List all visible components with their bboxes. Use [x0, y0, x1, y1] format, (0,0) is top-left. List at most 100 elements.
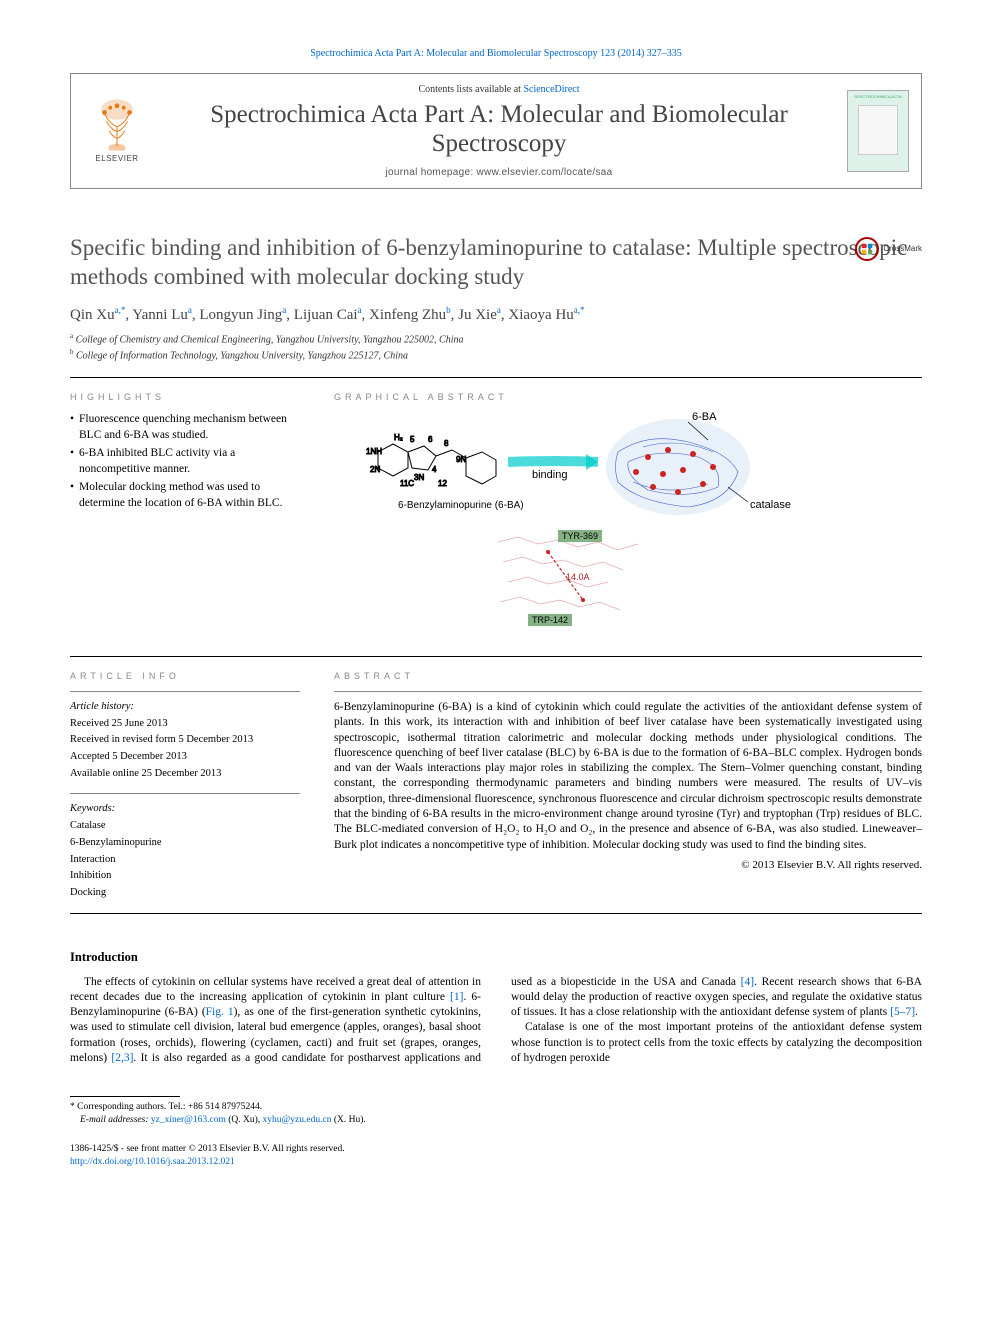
ga-ba-label: 6-BA [692, 412, 717, 423]
author-1: Qin Xu [70, 307, 115, 323]
footnotes: * Corresponding authors. Tel.: +86 514 8… [70, 1096, 922, 1127]
abstract-section: ABSTRACT 6-Benzylaminopurine (6-BA) is a… [334, 671, 922, 903]
author-4: Lijuan Cai [294, 307, 358, 323]
affiliation-b: College of Information Technology, Yangz… [76, 350, 408, 361]
keyword: Interaction [70, 853, 300, 868]
svg-text:4: 4 [432, 465, 437, 474]
sep: , [451, 307, 459, 323]
svg-text:3N: 3N [414, 473, 424, 482]
citation-link[interactable]: [2,3] [111, 1052, 133, 1064]
author-7-corr: * [580, 305, 585, 315]
elsevier-tree-icon [93, 98, 141, 152]
article-info-section: ARTICLE INFO Article history: Received 2… [70, 671, 300, 903]
highlight-item: 6-BA inhibited BLC activity via a noncom… [70, 446, 300, 477]
journal-masthead: ELSEVIER Contents lists available at Sci… [70, 73, 922, 189]
homepage-prefix: journal homepage: [386, 167, 477, 178]
author-list: Qin Xua,*, Yanni Lua, Longyun Jinga, Lij… [70, 305, 922, 324]
affiliations: a College of Chemistry and Chemical Engi… [70, 332, 922, 363]
highlights-heading: HIGHLIGHTS [70, 392, 300, 402]
highlights-section: HIGHLIGHTS Fluorescence quenching mechan… [70, 392, 300, 642]
contents-prefix: Contents lists available at [418, 84, 523, 95]
revised-date: Received in revised form 5 December 2013 [70, 733, 300, 748]
docking-detail-icon: TYR-369 14.0A TRP-142 [498, 530, 638, 626]
body-text-span: The effects of cytokinin on cellular sys… [70, 976, 481, 1003]
keyword: Catalase [70, 819, 300, 834]
article-info-heading: ARTICLE INFO [70, 671, 300, 681]
ga-dist-label: 14.0A [566, 572, 590, 582]
svg-text:9N: 9N [456, 455, 466, 464]
catalase-structure-icon [606, 419, 750, 515]
svg-text:1NH: 1NH [366, 447, 382, 456]
sep: , [362, 307, 370, 323]
email-who: (X. Hu). [331, 1115, 365, 1125]
ga-tyr-label: TYR-369 [562, 531, 598, 541]
issn-line: 1386-1425/$ - see front matter © 2013 El… [70, 1143, 922, 1156]
keywords-heading: Keywords: [70, 802, 300, 817]
author-2: Yanni Lu [132, 307, 188, 323]
graphical-abstract-section: GRAPHICAL ABSTRACT 1NH 2N H₂ 5 6 [334, 392, 922, 642]
crossmark-label: CrossMark [883, 244, 922, 253]
highlight-item: Molecular docking method was used to det… [70, 480, 300, 511]
page-footer: 1386-1425/$ - see front matter © 2013 El… [70, 1143, 922, 1169]
citation-link[interactable]: [1] [450, 991, 463, 1003]
svg-text:6: 6 [428, 435, 433, 444]
graphical-abstract-heading: GRAPHICAL ABSTRACT [334, 392, 922, 402]
svg-text:11C: 11C [400, 479, 414, 488]
ga-trp-label: TRP-142 [532, 615, 568, 625]
elsevier-logo: ELSEVIER [83, 92, 151, 170]
svg-text:8: 8 [444, 439, 449, 448]
contents-available: Contents lists available at ScienceDirec… [165, 84, 833, 95]
highlight-item: Fluorescence quenching mechanism between… [70, 412, 300, 443]
homepage-url[interactable]: www.elsevier.com/locate/saa [477, 167, 613, 178]
crossmark-badge[interactable]: CrossMark [855, 237, 922, 261]
svg-text:2N: 2N [370, 465, 380, 474]
email-who: (Q. Xu), [226, 1115, 263, 1125]
journal-homepage: journal homepage: www.elsevier.com/locat… [165, 167, 833, 178]
cover-image-placeholder [858, 105, 898, 155]
svg-text:5: 5 [410, 435, 415, 444]
keyword: Docking [70, 886, 300, 901]
ga-binding-label: binding [532, 469, 567, 481]
copyright-notice: © 2013 Elsevier B.V. All rights reserved… [334, 859, 922, 871]
crossmark-icon [855, 237, 879, 261]
author-5: Xinfeng Zhu [369, 307, 446, 323]
email-label: E-mail addresses: [80, 1115, 151, 1125]
graphical-abstract-image: 1NH 2N H₂ 5 6 3N 4 8 9N 11C 12 6-Benzyla… [334, 412, 922, 642]
body-text: The effects of cytokinin on cellular sys… [70, 975, 922, 1067]
introduction-heading: Introduction [70, 950, 922, 965]
doi-link[interactable]: http://dx.doi.org/10.1016/j.saa.2013.12.… [70, 1157, 235, 1167]
author-6: Ju Xie [458, 307, 497, 323]
svg-text:12: 12 [438, 479, 447, 488]
svg-text:H₂: H₂ [394, 433, 403, 442]
email-link[interactable]: xyhu@yzu.edu.cn [263, 1115, 332, 1125]
article-title: Specific binding and inhibition of 6-ben… [70, 233, 922, 292]
accepted-date: Accepted 5 December 2013 [70, 750, 300, 765]
article-history-heading: Article history: [70, 700, 300, 715]
author-3: Longyun Jing [199, 307, 282, 323]
sep: , [286, 307, 294, 323]
author-7: Xiaoya Hu [508, 307, 573, 323]
affiliation-a: College of Chemistry and Chemical Engine… [76, 335, 464, 346]
online-date: Available online 25 December 2013 [70, 767, 300, 782]
highlights-list: Fluorescence quenching mechanism between… [70, 412, 300, 511]
journal-name: Spectrochimica Acta Part A: Molecular an… [165, 101, 833, 159]
keyword: 6-Benzylaminopurine [70, 836, 300, 851]
email-link[interactable]: yz_xiner@163.com [151, 1115, 226, 1125]
cover-title: SPECTROCHIMICA ACTA [854, 95, 901, 99]
body-paragraph: Catalase is one of the most important pr… [511, 1020, 922, 1066]
abstract-heading: ABSTRACT [334, 671, 922, 681]
figure-link[interactable]: Fig. 1 [206, 1006, 234, 1018]
citation-link[interactable]: [5–7] [890, 1006, 915, 1018]
ga-ba-full-label: 6-Benzylaminopurine (6-BA) [398, 500, 524, 511]
received-date: Received 25 June 2013 [70, 717, 300, 732]
journal-cover-thumbnail: SPECTROCHIMICA ACTA [847, 90, 909, 172]
abstract-text: 6-Benzylaminopurine (6-BA) is a kind of … [334, 700, 922, 853]
keyword: Inhibition [70, 869, 300, 884]
elsevier-label: ELSEVIER [95, 154, 138, 163]
header-citation: Spectrochimica Acta Part A: Molecular an… [70, 48, 922, 59]
sciencedirect-link[interactable]: ScienceDirect [523, 84, 579, 95]
ga-catalase-label: catalase [750, 499, 791, 511]
citation-link[interactable]: [4] [741, 976, 754, 988]
body-text-span: . [915, 1006, 918, 1018]
corresponding-author-note: Corresponding authors. Tel.: +86 514 879… [77, 1102, 262, 1112]
